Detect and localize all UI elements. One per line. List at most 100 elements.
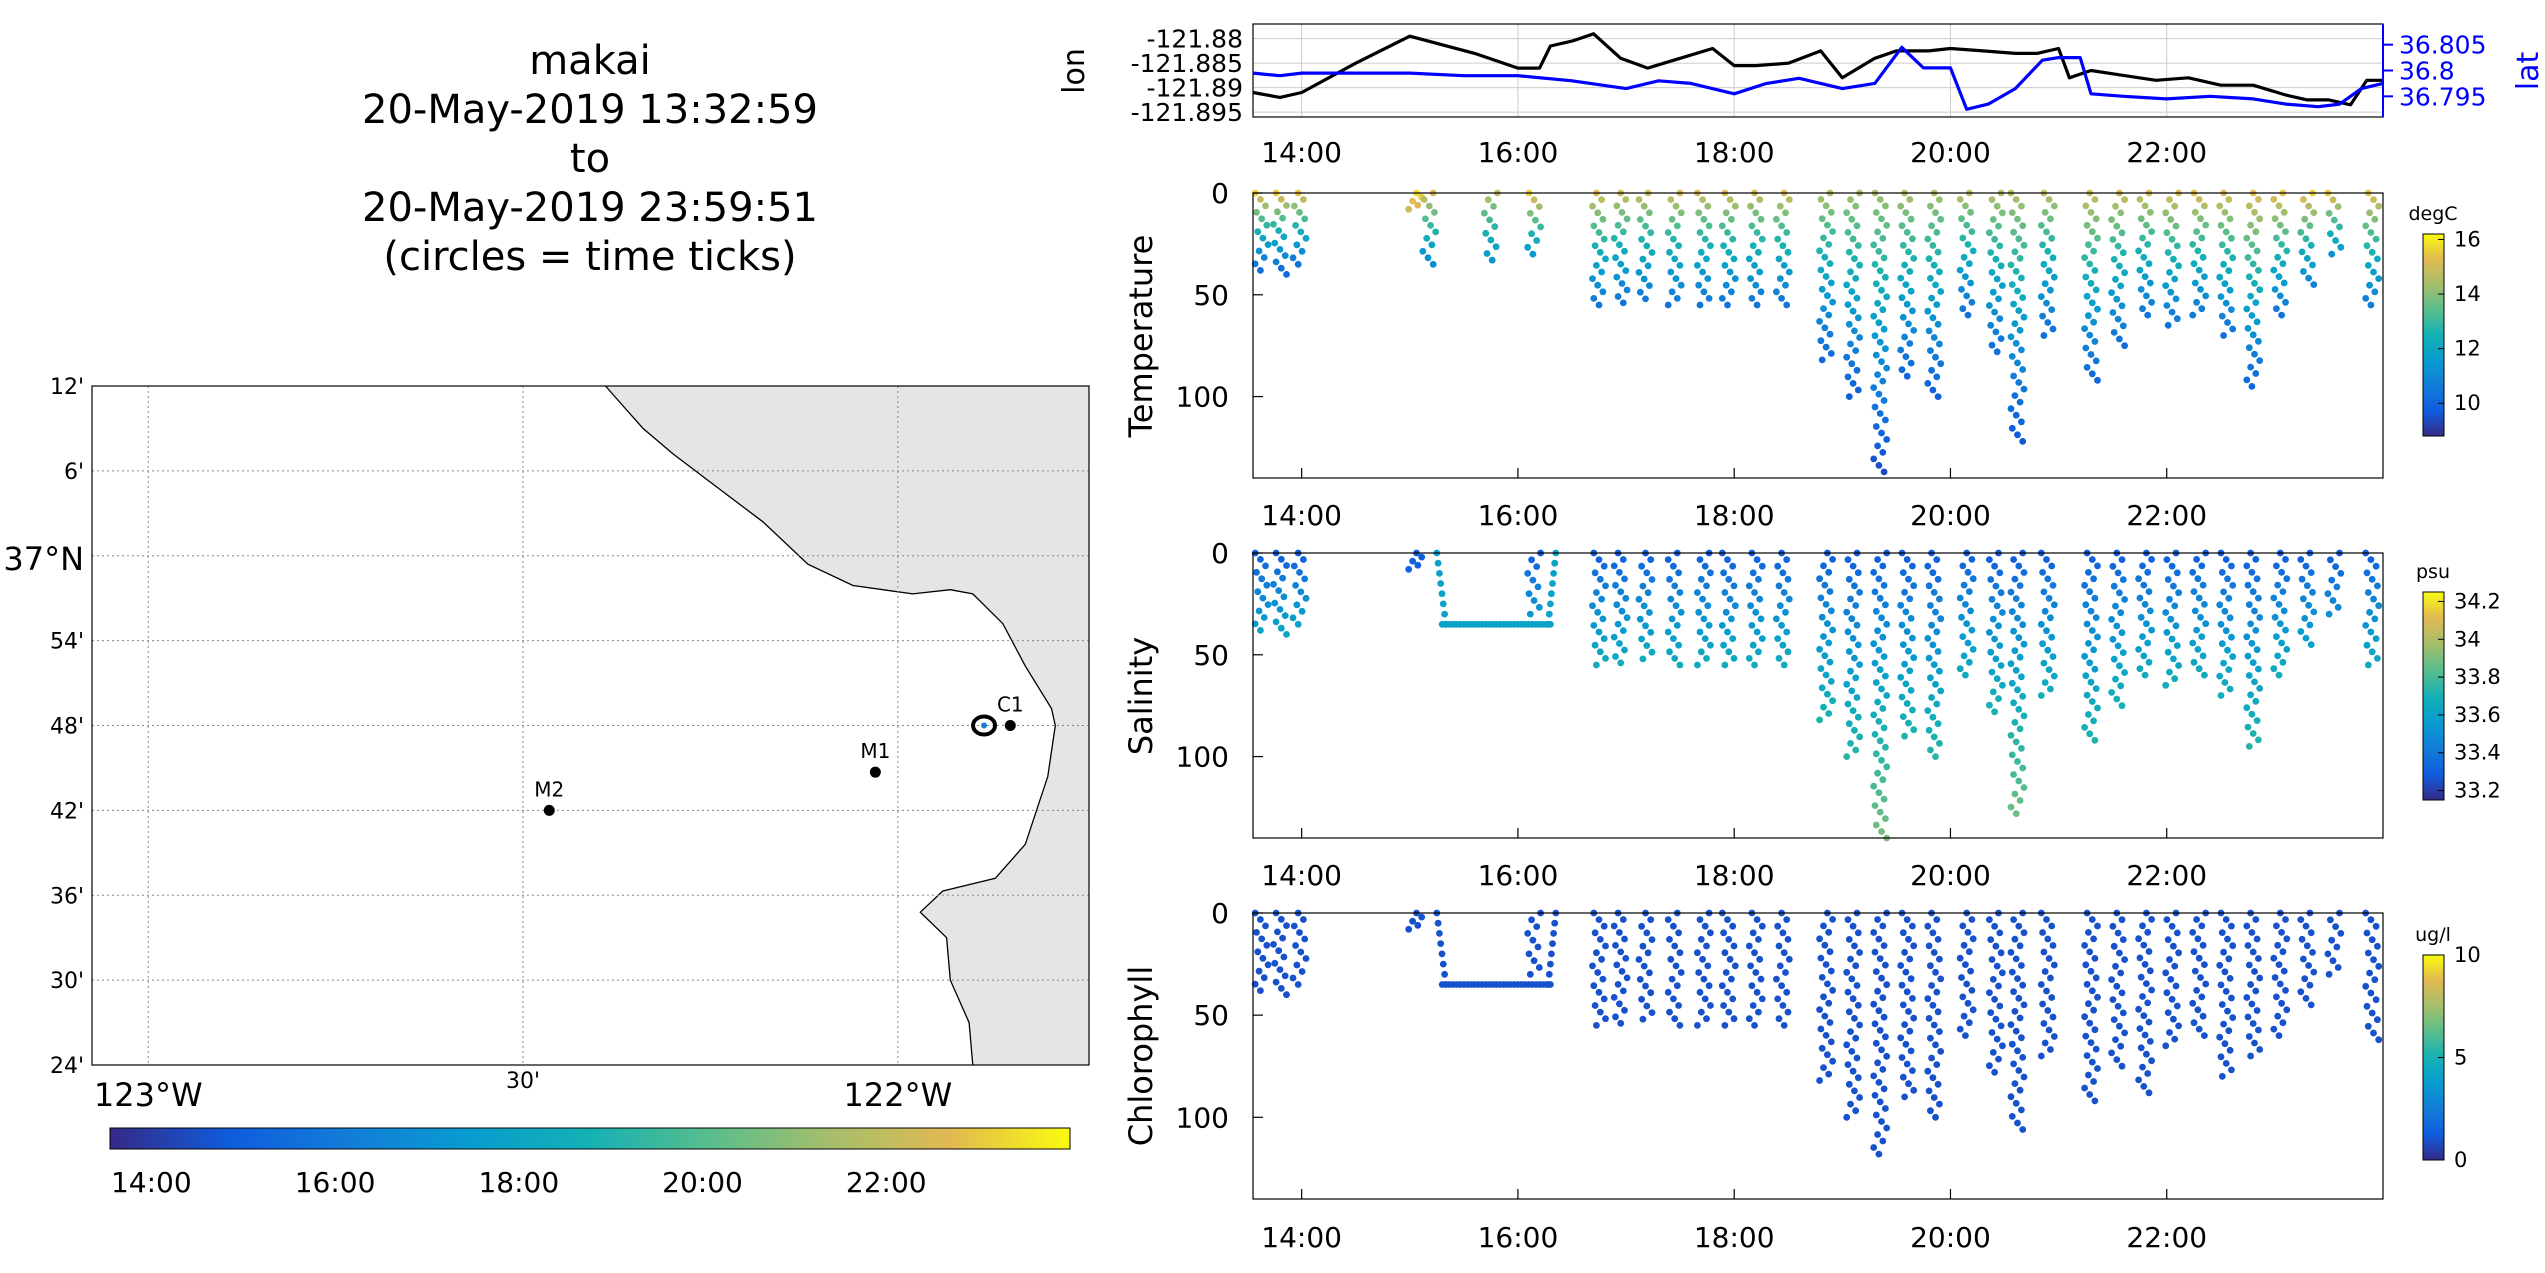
- salinity-data-point: [1292, 582, 1299, 589]
- salinity-data-point: [2136, 665, 2144, 673]
- chlorophyll-data-point: [1773, 975, 1780, 983]
- chlorophyll-data-point: [1722, 969, 1730, 976]
- temperature-data-point: [1644, 262, 1652, 270]
- chlorophyll-data-point: [1752, 969, 1760, 976]
- chlorophyll-data-point: [2015, 922, 2023, 930]
- temperature-data-point: [1635, 269, 1643, 276]
- chlorophyll-data-point: [2041, 968, 2049, 975]
- temperature-data-point: [1747, 202, 1754, 210]
- chlorophyll-data-point: [1848, 1048, 1856, 1055]
- chlorophyll-data-point: [1729, 922, 1737, 930]
- chlorophyll-data-point: [1932, 1113, 1939, 1121]
- chlorophyll-data-point: [1898, 1054, 1906, 1061]
- temperature-data-point: [1264, 241, 1272, 249]
- chlorophyll-data-point: [2137, 1044, 2145, 1052]
- chlorophyll-data-point: [1878, 1046, 1885, 1054]
- salinity-data-point: [1255, 607, 1263, 615]
- chlorophyll-data-point: [1621, 1006, 1628, 1014]
- salinity-data-point: [1418, 553, 1426, 561]
- chlorophyll-data-point: [1283, 922, 1290, 929]
- chlorophyll-data-point: [2010, 988, 2017, 996]
- chlorophyll-data-point: [2008, 968, 2016, 976]
- chlorophyll-data-point: [2041, 1039, 2049, 1047]
- coastline: [605, 385, 1056, 1066]
- salinity-data-point: [1901, 588, 1908, 596]
- temperature-data-point: [2175, 262, 2183, 270]
- salinity-data-point: [2328, 576, 2336, 584]
- chlorophyll-data-point: [1782, 969, 1789, 976]
- salinity-data-point: [1283, 631, 1290, 638]
- temperature-data-point: [2220, 332, 2228, 339]
- temperature-data-point: [2041, 209, 2049, 216]
- chlorophyll-data-point: [1956, 1025, 1964, 1033]
- salinity-data-point: [2011, 575, 2019, 583]
- chlorophyll-data-point: [2270, 1025, 2278, 1033]
- lat-tick-label: 36.795: [2399, 82, 2486, 111]
- salinity-data-point: [1525, 590, 1533, 598]
- salinity-data-point: [2044, 575, 2052, 583]
- salinity-data-point: [1722, 608, 1730, 616]
- salinity-data-point: [1257, 627, 1264, 634]
- salinity-data-point: [1725, 575, 1733, 583]
- chlorophyll-data-point: [2040, 948, 2048, 956]
- temperature-data-point: [1618, 209, 1626, 216]
- chlorophyll-data-point: [1283, 991, 1290, 999]
- salinity-data-point: [1882, 601, 1889, 609]
- chlorophyll-data-point: [2279, 948, 2287, 956]
- temperature-data-point: [1535, 203, 1543, 211]
- temperature-data-point: [2116, 335, 2123, 343]
- temperature-data-point: [2364, 262, 2372, 269]
- salinity-data-point: [1437, 580, 1445, 587]
- salinity-data-point: [1876, 737, 1884, 745]
- temperature-data-point: [1968, 228, 1976, 236]
- temperature-data-point: [2139, 234, 2146, 242]
- temperature-data-point: [1533, 237, 1541, 244]
- salinity-data-point: [2270, 594, 2278, 602]
- salinity-data-point: [2045, 666, 2053, 673]
- chlorophyll-data-point: [2274, 941, 2282, 949]
- chlorophyll-data-point: [1969, 935, 1977, 943]
- salinity-data-point: [2220, 659, 2228, 667]
- salinity-data-point: [2090, 646, 2098, 654]
- temperature-data-point: [1997, 335, 2005, 342]
- salinity-data-point: [2050, 601, 2058, 609]
- temperature-data-point: [1870, 241, 1878, 249]
- temperature-data-point: [2137, 286, 2145, 293]
- salinity-data-point: [2141, 671, 2149, 679]
- chlorophyll-data-point: [2146, 967, 2154, 975]
- chlorophyll-data-point: [1929, 1001, 1937, 1009]
- temperature-data-point: [1271, 239, 1279, 247]
- salinity-data-point: [2117, 682, 2125, 690]
- temperature-data-point: [2366, 281, 2374, 289]
- chlorophyll-data-point: [2297, 988, 2305, 996]
- salinity-x-tick-label: 14:00: [1261, 859, 1342, 892]
- salinity-data-point: [1640, 602, 1648, 610]
- chlorophyll-frame: [1252, 912, 2384, 1200]
- temperature-data-point: [2015, 235, 2023, 243]
- salinity-data-point: [1999, 681, 2006, 689]
- chlorophyll-data-point: [1991, 922, 1998, 930]
- salinity-data-point: [2012, 738, 2020, 746]
- temperature-data-point: [2019, 294, 2027, 301]
- salinity-data-point: [1439, 600, 1447, 608]
- salinity-data-point: [1648, 576, 1656, 583]
- temperature-data-point: [2276, 292, 2284, 300]
- temperature-data-point: [1283, 271, 1290, 278]
- temperature-data-point: [1423, 234, 1431, 242]
- salinity-data-point: [2274, 652, 2282, 660]
- salinity-data-point: [1254, 588, 1262, 596]
- salinity-data-point: [1927, 674, 1934, 682]
- temperature-data-point: [1871, 403, 1879, 411]
- chlorophyll-data-point: [2020, 929, 2028, 937]
- chlorophyll-data-point: [1648, 936, 1656, 943]
- salinity-data-point: [1753, 556, 1761, 563]
- temperature-data-point: [1537, 223, 1544, 231]
- temperature-data-point: [1589, 275, 1596, 282]
- chlorophyll-data-point: [1851, 1087, 1858, 1095]
- temperature-data-point: [2164, 249, 2172, 256]
- salinity-data-point: [2199, 581, 2207, 589]
- chlorophyll-data-point: [2092, 1045, 2100, 1053]
- chlorophyll-data-point: [2087, 1039, 2095, 1046]
- temperature-data-point: [1602, 255, 1609, 263]
- temperature-data-point: [1854, 314, 1862, 322]
